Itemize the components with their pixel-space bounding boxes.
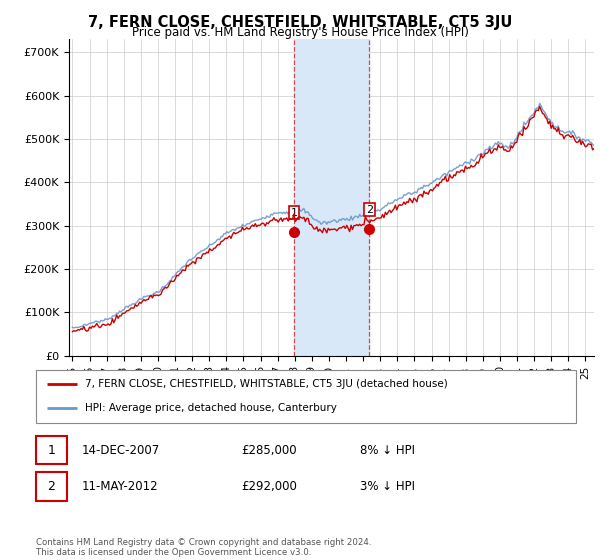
Text: 3% ↓ HPI: 3% ↓ HPI: [360, 480, 415, 493]
Text: Price paid vs. HM Land Registry's House Price Index (HPI): Price paid vs. HM Land Registry's House …: [131, 26, 469, 39]
Text: 2: 2: [366, 204, 373, 214]
FancyBboxPatch shape: [36, 472, 67, 501]
FancyBboxPatch shape: [36, 436, 67, 464]
Text: Contains HM Land Registry data © Crown copyright and database right 2024.
This d: Contains HM Land Registry data © Crown c…: [36, 538, 371, 557]
Text: £292,000: £292,000: [241, 480, 297, 493]
Text: 1: 1: [47, 444, 55, 456]
Text: HPI: Average price, detached house, Canterbury: HPI: Average price, detached house, Cant…: [85, 403, 337, 413]
Text: 8% ↓ HPI: 8% ↓ HPI: [360, 444, 415, 456]
Text: 7, FERN CLOSE, CHESTFIELD, WHITSTABLE, CT5 3JU: 7, FERN CLOSE, CHESTFIELD, WHITSTABLE, C…: [88, 15, 512, 30]
Text: 1: 1: [290, 208, 298, 218]
Text: 14-DEC-2007: 14-DEC-2007: [82, 444, 160, 456]
Text: 11-MAY-2012: 11-MAY-2012: [82, 480, 158, 493]
Text: £285,000: £285,000: [241, 444, 297, 456]
Text: 7, FERN CLOSE, CHESTFIELD, WHITSTABLE, CT5 3JU (detached house): 7, FERN CLOSE, CHESTFIELD, WHITSTABLE, C…: [85, 379, 448, 389]
Bar: [294, 39, 369, 356]
Text: 2: 2: [47, 480, 55, 493]
